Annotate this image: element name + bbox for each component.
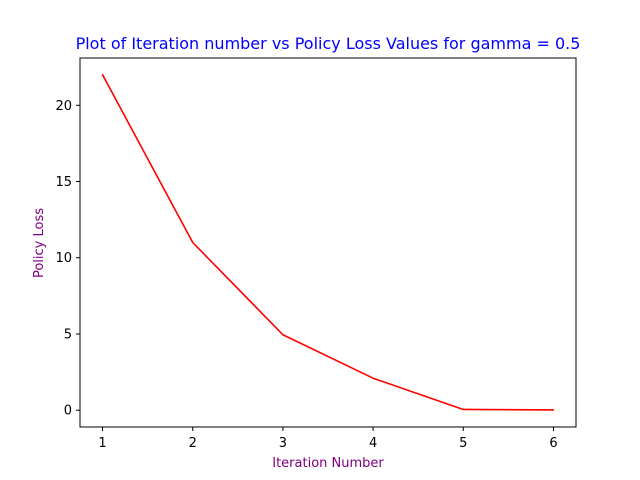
series-layer: [101, 73, 555, 411]
series-line-0: [101, 73, 555, 411]
x-tick-label: 3: [279, 436, 287, 451]
y-tick-label: 5: [64, 327, 72, 342]
x-tick-label: 6: [549, 436, 557, 451]
x-axis-label: Iteration Number: [272, 456, 384, 471]
y-tick-label: 10: [55, 251, 72, 266]
y-tick-label: 0: [64, 404, 72, 419]
y-tick-label: 15: [55, 175, 72, 190]
y-axis-ticks: 0 5 10 15 20: [55, 99, 80, 419]
x-tick-label: 1: [98, 436, 106, 451]
x-tick-label: 5: [459, 436, 467, 451]
y-axis-label: Policy Loss: [32, 208, 47, 278]
x-tick-label: 4: [369, 436, 377, 451]
plot-area-frame: [79, 57, 577, 428]
x-tick-label: 2: [189, 436, 197, 451]
y-tick-label: 20: [55, 99, 72, 114]
x-axis-ticks: 1 2 3 4 5 6: [98, 427, 558, 451]
chart-title: Plot of Iteration number vs Policy Loss …: [76, 34, 581, 53]
